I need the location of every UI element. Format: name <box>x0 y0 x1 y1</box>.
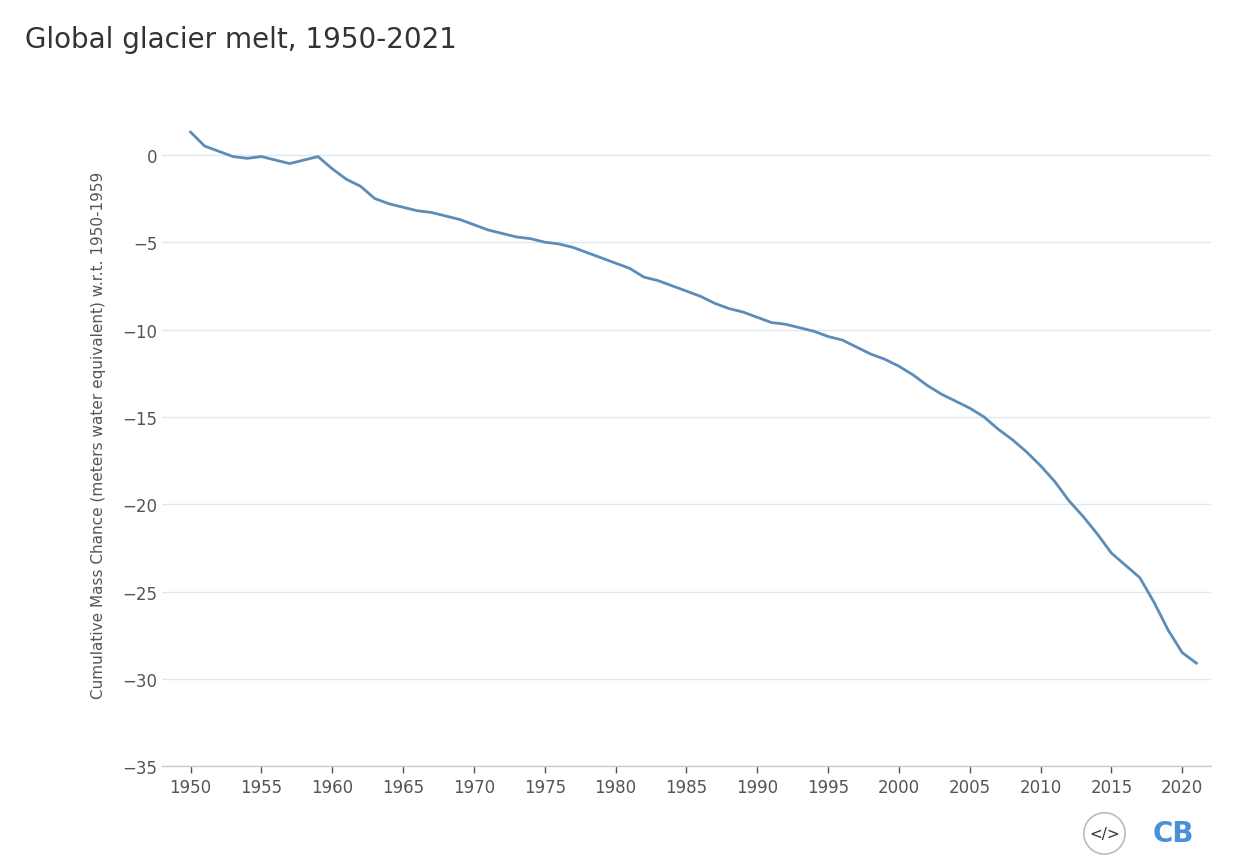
Text: Global glacier melt, 1950-2021: Global glacier melt, 1950-2021 <box>25 26 457 53</box>
Text: CB: CB <box>1152 820 1194 847</box>
Y-axis label: Cumulative Mass Chance (meters water equivalent) w.r.t. 1950-1959: Cumulative Mass Chance (meters water equ… <box>91 171 106 698</box>
Text: </>: </> <box>1090 826 1119 841</box>
